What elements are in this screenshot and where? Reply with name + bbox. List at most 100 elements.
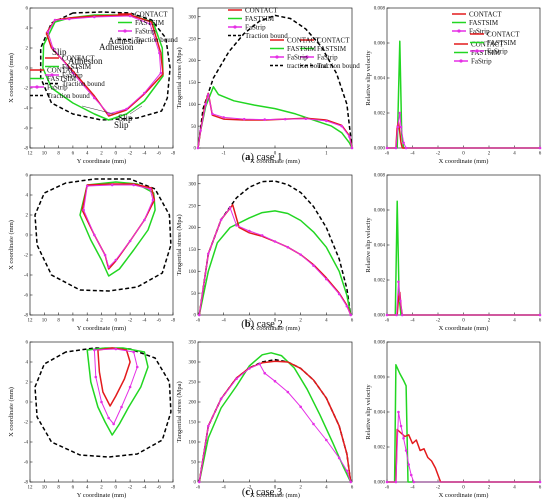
plot-frame bbox=[386, 341, 541, 483]
legend-entry: FASTSIM bbox=[47, 75, 77, 83]
y-tick-label: 200 bbox=[189, 401, 197, 406]
series-fastrip-marker bbox=[395, 313, 398, 317]
series-fastrip-marker bbox=[399, 125, 403, 129]
x-tick-label: 6 bbox=[72, 486, 75, 491]
x-tick-label: -6 bbox=[157, 319, 162, 324]
y-tick-label: 2 bbox=[26, 381, 29, 386]
series-fastrip-marker bbox=[93, 348, 96, 352]
x-tick-label: 0 bbox=[115, 319, 118, 324]
series-fastrip-marker bbox=[538, 480, 542, 484]
series-fastrip-marker bbox=[273, 240, 277, 243]
x-tick-label: -2 bbox=[128, 152, 133, 157]
x-tick-label: 8 bbox=[57, 486, 60, 491]
y-tick-label: -6 bbox=[24, 461, 29, 466]
caption-letter: c bbox=[245, 487, 250, 498]
y-tick-label: 0.000 bbox=[374, 314, 386, 319]
caption-case-2: (b) case 2 bbox=[241, 319, 282, 330]
series-fastrip-marker bbox=[103, 253, 107, 257]
legend-entry: FASTSIM bbox=[469, 19, 499, 27]
x-axis-label: Y coordinate (mm) bbox=[77, 492, 127, 499]
y-axis-label: X coordinate (mm) bbox=[8, 220, 15, 270]
series-traction-bound-line bbox=[34, 347, 172, 458]
x-tick-label: 0 bbox=[274, 319, 277, 324]
y-tick-label: 6 bbox=[26, 174, 29, 179]
y-axis-label: Relative slip velocity bbox=[365, 217, 372, 273]
series-fastrip-marker bbox=[404, 449, 408, 452]
y-axis-label: Tangential stress (Mpa) bbox=[176, 214, 183, 275]
x-axis-label: X coordinate (mm) bbox=[250, 325, 300, 332]
y-tick-label: 0.008 bbox=[374, 7, 386, 12]
plot-frame bbox=[197, 341, 353, 483]
x-tick-label: -6 bbox=[196, 319, 201, 324]
series-fastrip-marker bbox=[196, 146, 200, 150]
y-tick-label: 250 bbox=[189, 37, 197, 42]
series-fastrip-marker bbox=[132, 350, 135, 354]
x-tick-label: 0 bbox=[462, 486, 465, 491]
series-fastrip-marker bbox=[197, 480, 201, 484]
legend-marker bbox=[459, 59, 463, 63]
y-tick-label: 4 bbox=[26, 27, 29, 32]
chart-panel-1-slip: -6 -4 -2 0 2 4 6 0.000 0.002 0.004 0.006 0.008 X coo… bbox=[365, 40, 542, 332]
x-tick-label: 12 bbox=[28, 152, 34, 157]
legend-entry: FASTSIM bbox=[471, 49, 501, 57]
caption-text: case 1 bbox=[256, 152, 282, 163]
x-tick-label: 2 bbox=[100, 319, 103, 324]
series-fastrip-marker bbox=[151, 198, 155, 202]
y-tick-label: 4 bbox=[26, 361, 29, 366]
series-fastsim-line bbox=[197, 86, 353, 149]
y-tick-label: 0 bbox=[194, 147, 197, 152]
series-fastrip-marker bbox=[114, 258, 118, 262]
legend-entry: FASTSIM bbox=[135, 19, 165, 27]
x-tick-label: 10 bbox=[42, 152, 48, 157]
caption-letter: a bbox=[245, 152, 251, 163]
series-fastsim-line bbox=[198, 210, 352, 316]
series-fastrip-marker bbox=[401, 313, 404, 317]
y-tick-label: -6 bbox=[24, 294, 29, 299]
x-tick-label: 4 bbox=[513, 319, 516, 324]
legend-entry: FASTSIM bbox=[487, 39, 517, 47]
series-fastrip-marker bbox=[340, 124, 344, 128]
x-tick-label: -4 bbox=[142, 152, 147, 157]
legend-entry: FaStrip bbox=[245, 23, 266, 31]
series-contact-line bbox=[387, 291, 540, 316]
series-fastrip-line bbox=[83, 184, 154, 268]
series-fastrip-marker bbox=[197, 313, 201, 317]
series-fastrip-line bbox=[387, 281, 540, 316]
series-fastrip-marker bbox=[242, 117, 246, 121]
series-fastrip-marker bbox=[409, 473, 413, 477]
series-fastrip-marker bbox=[204, 102, 207, 106]
series-contact-line bbox=[198, 204, 352, 316]
series-fastrip-marker bbox=[53, 18, 57, 22]
y-tick-label: 300 bbox=[189, 15, 197, 20]
series-contact-line bbox=[197, 92, 353, 149]
x-tick-label: 4 bbox=[325, 319, 328, 324]
series-fastrip-marker bbox=[93, 233, 96, 237]
legend-marker bbox=[50, 73, 54, 77]
x-tick-label: 2 bbox=[299, 486, 302, 491]
series-fastrip-marker bbox=[402, 436, 405, 440]
x-tick-label: -2 bbox=[436, 152, 441, 157]
series-fastrip-marker bbox=[263, 371, 267, 375]
x-tick-label: -2 bbox=[128, 319, 133, 324]
x-tick-label: -2 bbox=[436, 486, 441, 491]
y-tick-label: 200 bbox=[189, 59, 197, 64]
plot-frame bbox=[386, 174, 541, 316]
x-tick-label: 2 bbox=[488, 319, 491, 324]
legend-marker bbox=[275, 55, 279, 59]
x-axis-label: X coordinate (mm) bbox=[250, 158, 300, 165]
series-fastrip-marker bbox=[337, 456, 341, 460]
x-tick-label: 6 bbox=[539, 152, 542, 157]
y-tick-label: 150 bbox=[189, 421, 197, 426]
series-fastrip-marker bbox=[349, 480, 353, 484]
legend-marker bbox=[475, 49, 479, 53]
legend-marker bbox=[305, 55, 309, 59]
x-tick-label: -6 bbox=[157, 152, 162, 157]
y-tick-label: -8 bbox=[24, 147, 29, 152]
x-axis-label: X coordinate (mm) bbox=[250, 492, 300, 499]
